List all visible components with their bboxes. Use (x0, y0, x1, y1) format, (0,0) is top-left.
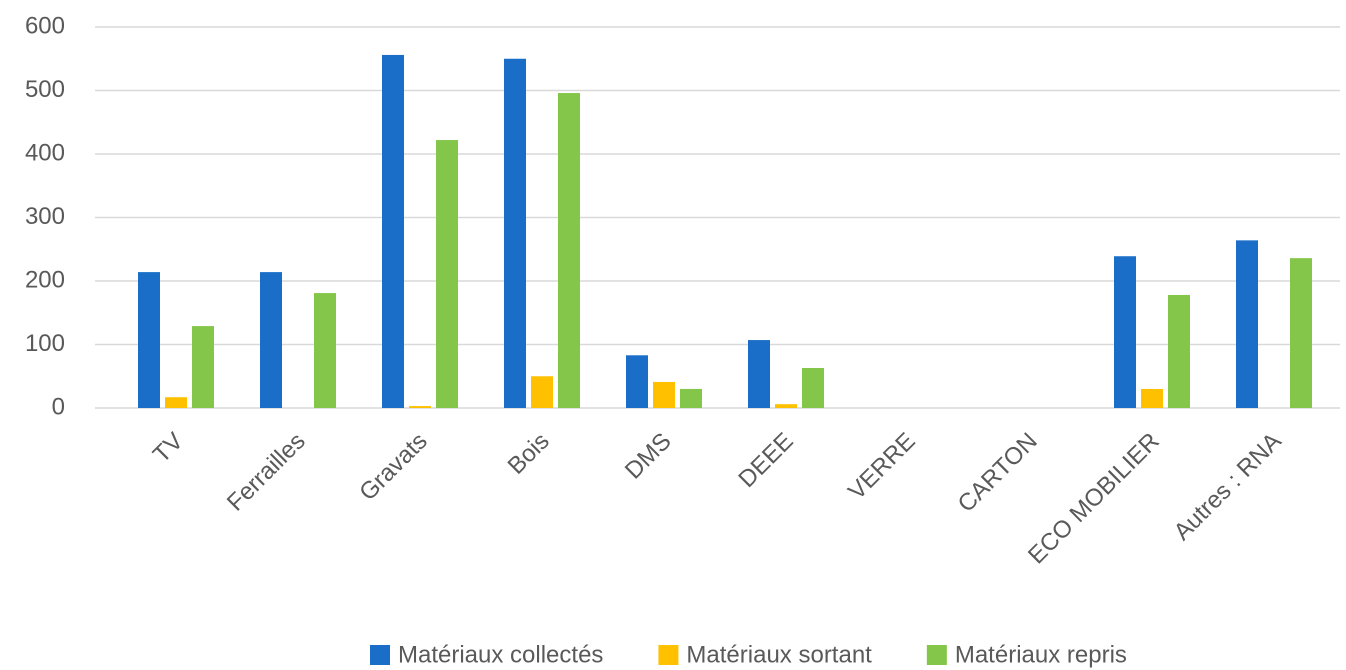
legend-swatch (370, 645, 390, 665)
bar (260, 272, 282, 408)
x-tick-label: DEEE (733, 428, 798, 493)
bar (165, 397, 187, 408)
bar (558, 93, 580, 408)
bar (680, 388, 702, 408)
y-tick-label: 300 (25, 203, 65, 230)
y-tick-label: 400 (25, 139, 65, 166)
bar (504, 58, 526, 408)
bar (653, 381, 675, 408)
bar (314, 293, 336, 408)
bar (775, 404, 797, 408)
x-tick-label: DMS (620, 428, 677, 485)
y-tick-label: 500 (25, 76, 65, 103)
x-tick-label: Autres : RNA (1169, 428, 1287, 546)
x-tick-label: TV (148, 428, 189, 469)
x-tick-label: Ferrailles (222, 428, 311, 517)
bar (1236, 240, 1258, 408)
x-tick-label: Bois (503, 428, 555, 480)
bar (1168, 294, 1190, 408)
bar (1114, 256, 1136, 408)
bar (382, 54, 404, 408)
bar (138, 272, 160, 408)
x-tick-label: CARTON (953, 428, 1043, 518)
legend-swatch (926, 645, 947, 665)
y-tick-label: 0 (52, 393, 65, 420)
bar (626, 355, 648, 408)
bar (1141, 388, 1163, 408)
x-tick-label: Gravats (354, 428, 433, 507)
x-tick-label: ECO MOBILIER (1023, 428, 1165, 570)
bar (802, 367, 824, 408)
x-tick-label: VERRE (843, 428, 921, 506)
bar (409, 406, 431, 408)
bar (748, 340, 770, 408)
bar (192, 326, 214, 408)
bar (436, 140, 458, 408)
legend-swatch (658, 645, 679, 665)
y-tick-label: 100 (25, 330, 65, 357)
legend-label: Matériaux collectés (398, 641, 603, 668)
legend-label: Matériaux sortant (686, 641, 872, 668)
bar (1290, 258, 1312, 408)
y-tick-label: 200 (25, 266, 65, 293)
bar (531, 376, 553, 408)
legend-label: Matériaux repris (955, 641, 1127, 668)
y-tick-label: 600 (25, 12, 65, 39)
